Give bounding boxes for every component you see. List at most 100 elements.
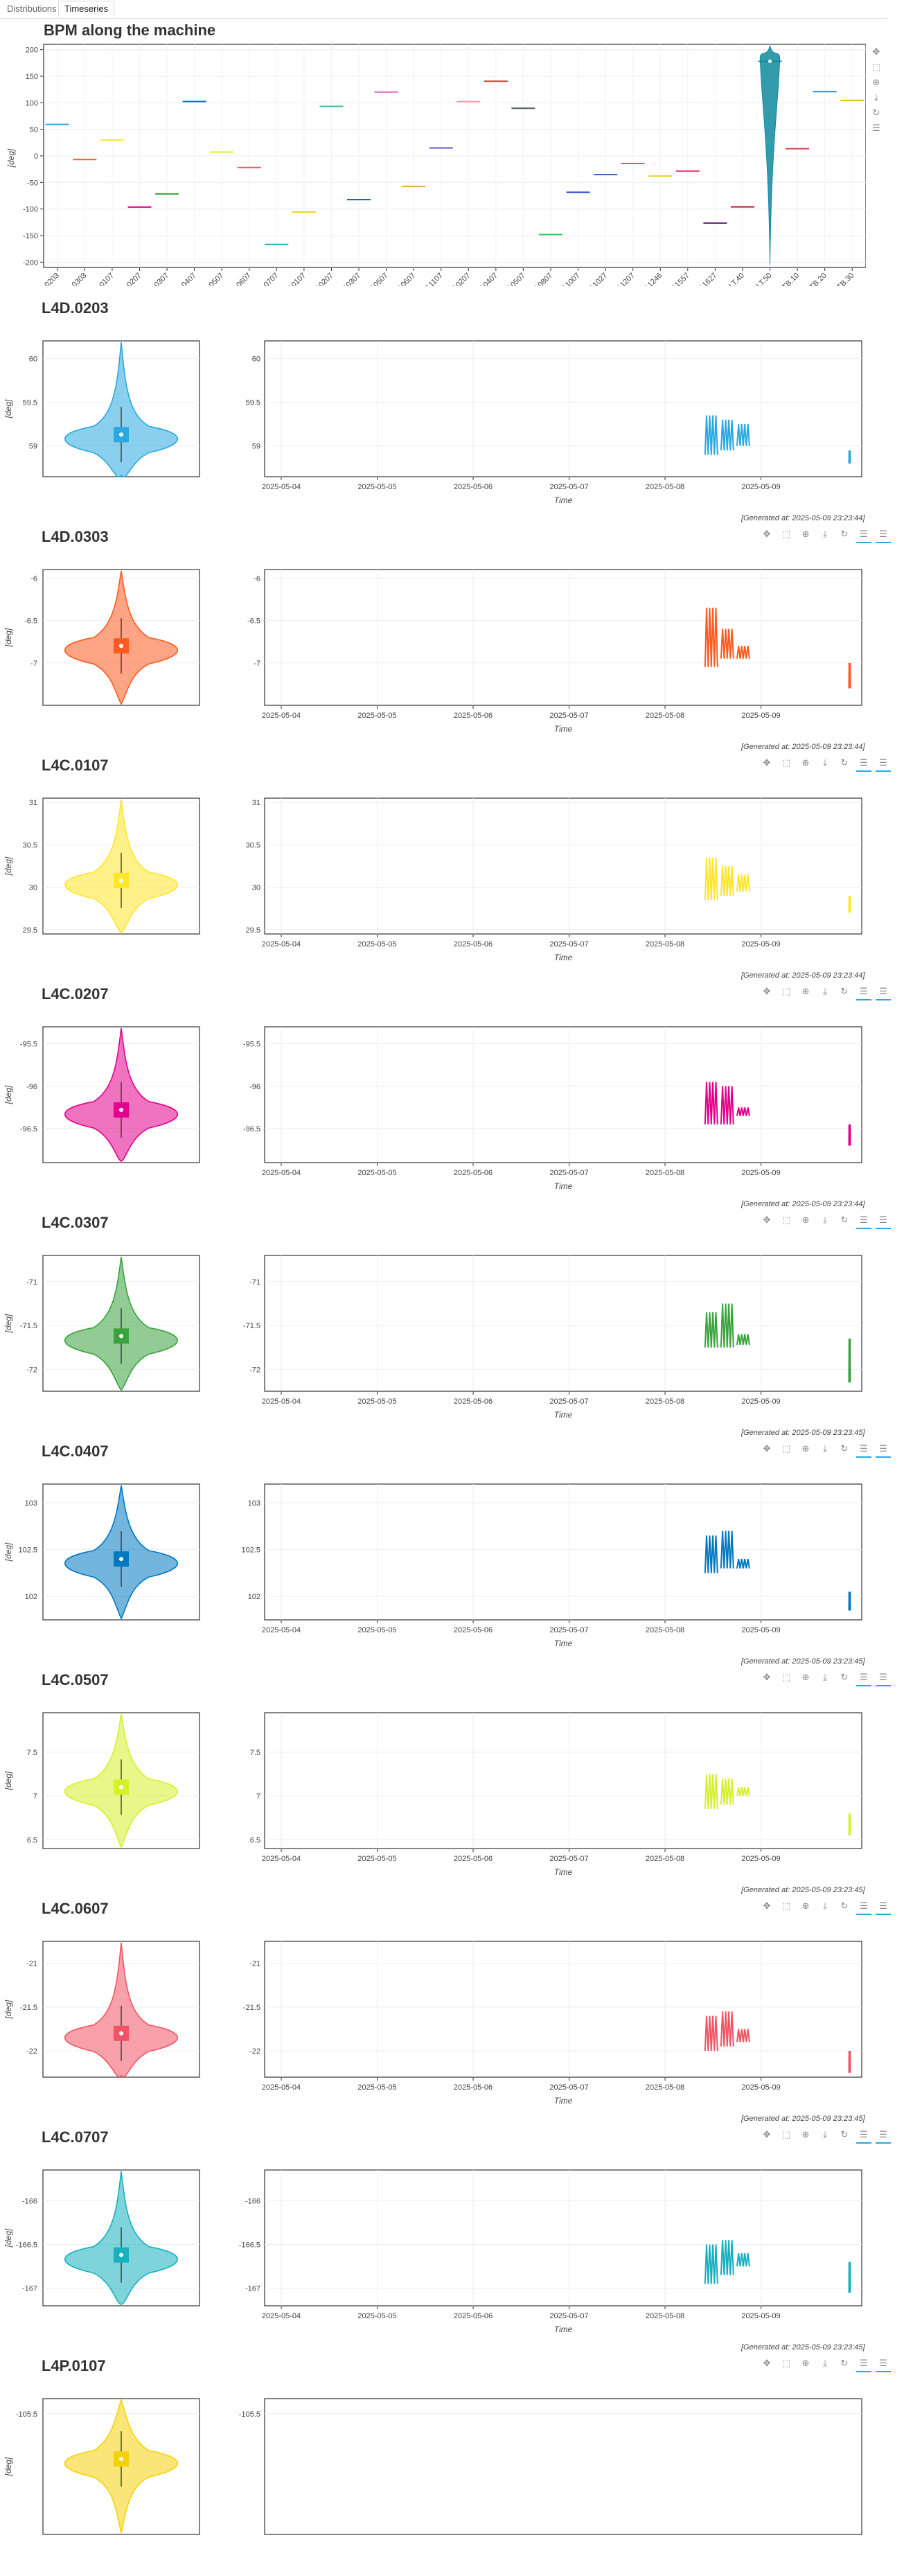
tap-icon[interactable]: ☰ xyxy=(876,755,891,772)
pan-icon[interactable]: ✥ xyxy=(763,2129,771,2140)
reset-icon[interactable]: ↻ xyxy=(840,2129,849,2140)
pan-icon[interactable]: ✥ xyxy=(763,1900,771,1911)
box-zoom-icon[interactable]: ⬚ xyxy=(781,1215,791,1225)
tap-icon[interactable]: ☰ xyxy=(876,1898,891,1915)
box-zoom-icon[interactable]: ⬚ xyxy=(781,1672,791,1682)
hover-icon[interactable]: ☰ xyxy=(856,527,871,543)
wheel-zoom-icon[interactable]: ⊕ xyxy=(801,2358,810,2368)
hover-icon[interactable]: ☰ xyxy=(856,984,871,1000)
reset-icon[interactable]: ↻ xyxy=(840,986,849,996)
timeseries-xlabel: Time xyxy=(554,1639,573,1648)
save-icon[interactable]: ⤓ xyxy=(823,2129,827,2140)
timeseries-ytick-label: -71 xyxy=(249,1278,260,1287)
pan-icon[interactable]: ✥ xyxy=(763,986,771,996)
overview-xticks: L4D.0203L4D.0303L4C.0107L4C.0207L4C.0307… xyxy=(32,267,856,286)
xtick-label: L4C.0707 xyxy=(251,272,280,286)
wheel-zoom-icon[interactable]: ⊕ xyxy=(801,2129,810,2140)
pan-icon[interactable]: ✥ xyxy=(763,2358,771,2368)
tap-icon[interactable]: ☰ xyxy=(876,1670,891,1686)
tap-icon[interactable]: ☰ xyxy=(876,1441,891,1458)
tab-distributions[interactable]: Distributions xyxy=(7,3,57,14)
reset-icon[interactable]: ↻ xyxy=(840,1443,849,1454)
violin-ylabel: [deg] xyxy=(3,1314,13,1333)
timeseries-line xyxy=(848,450,851,464)
violin-ytick-label: 6.5 xyxy=(27,1836,37,1844)
save-icon[interactable]: ⤓ xyxy=(823,1672,827,1682)
timeseries-ytick-label: 31 xyxy=(252,799,260,807)
reset-icon[interactable]: ↻ xyxy=(840,529,849,539)
box-zoom-icon[interactable]: ⬚ xyxy=(781,529,791,539)
reset-icon[interactable]: ↻ xyxy=(840,1672,849,1682)
tap-icon[interactable]: ☰ xyxy=(876,527,891,543)
timeseries-xlabel: Time xyxy=(554,2324,573,2334)
panel-title: L4C.0107 xyxy=(42,757,109,774)
wheel-zoom-icon[interactable]: ⊕ xyxy=(801,757,810,768)
tap-icon[interactable]: ☰ xyxy=(876,1212,891,1229)
timeseries-xtick-label: 2025-05-05 xyxy=(357,1169,396,1177)
reset-icon[interactable]: ↻ xyxy=(840,2358,849,2368)
save-icon[interactable]: ⤓ xyxy=(823,1215,827,1225)
timeseries-frame xyxy=(264,1483,862,1621)
timeseries-ytick-label: -72 xyxy=(249,1366,260,1374)
box-zoom-icon[interactable]: ⬚ xyxy=(781,1443,791,1454)
timeseries-frame xyxy=(264,1941,862,2078)
box-zoom-icon[interactable]: ⬚ xyxy=(781,986,791,996)
wheel-zoom-icon[interactable]: ⊕ xyxy=(801,1215,810,1225)
timeseries-ytick-label: 7 xyxy=(256,1792,260,1801)
wheel-zoom-icon[interactable]: ⊕ xyxy=(801,986,810,996)
box-zoom-icon[interactable]: ⬚ xyxy=(781,757,791,768)
wheel-zoom-icon[interactable]: ⊕ xyxy=(801,1672,810,1682)
hover-icon[interactable]: ☰ xyxy=(856,755,871,772)
save-icon[interactable]: ⤓ xyxy=(823,529,827,539)
tap-icon[interactable]: ☰ xyxy=(876,984,891,1000)
save-icon[interactable]: ⤓ xyxy=(874,92,878,103)
reset-icon[interactable]: ↻ xyxy=(840,1900,849,1911)
box-zoom-icon[interactable]: ⬚ xyxy=(871,62,881,72)
hover-icon[interactable]: ☰ xyxy=(856,1441,871,1458)
timeseries-xtick-label: 2025-05-05 xyxy=(357,483,396,491)
save-icon[interactable]: ⤓ xyxy=(823,1900,827,1911)
pan-icon[interactable]: ✥ xyxy=(763,1215,771,1225)
save-icon[interactable]: ⤓ xyxy=(823,757,827,768)
hover-icon[interactable]: ☰ xyxy=(856,2127,871,2144)
reset-icon[interactable]: ↻ xyxy=(840,757,849,768)
box-zoom-icon[interactable]: ⬚ xyxy=(781,1900,791,1911)
generated-timestamp: [Generated at: 2025-05-09 23:23:44] xyxy=(741,514,865,522)
violin-ytick-label: 102 xyxy=(25,1593,37,1601)
wheel-zoom-icon[interactable]: ⊕ xyxy=(872,77,880,87)
timeseries-xtick-label: 2025-05-06 xyxy=(454,1169,493,1177)
hover-icon[interactable]: ☰ xyxy=(856,2356,871,2372)
box-zoom-icon[interactable]: ⬚ xyxy=(781,2129,791,2140)
box-zoom-icon[interactable]: ⬚ xyxy=(781,2358,791,2368)
tap-icon[interactable]: ☰ xyxy=(876,2356,891,2372)
pan-icon[interactable]: ✥ xyxy=(763,1672,771,1682)
reset-icon[interactable]: ↻ xyxy=(872,107,880,118)
timeseries-line xyxy=(704,1774,718,1810)
save-icon[interactable]: ⤓ xyxy=(823,986,827,996)
save-icon[interactable]: ⤓ xyxy=(823,1443,827,1454)
timeseries-ytick-label: -21.5 xyxy=(243,2004,260,2012)
save-icon[interactable]: ⤓ xyxy=(823,2358,827,2368)
violin-ytick-label: 29.5 xyxy=(23,926,37,935)
timeseries-ytick-label: -7 xyxy=(254,660,260,668)
reset-icon[interactable]: ↻ xyxy=(840,1215,849,1225)
pan-icon[interactable]: ✥ xyxy=(872,46,880,57)
hover-icon[interactable]: ☰ xyxy=(872,123,880,133)
violin-shape xyxy=(759,45,781,265)
violin-ytick-label: -167 xyxy=(22,2285,37,2293)
hover-icon[interactable]: ☰ xyxy=(856,1670,871,1686)
timeseries-line xyxy=(736,874,750,892)
tab-timeseries[interactable]: Timeseries xyxy=(58,1,115,17)
tap-icon[interactable]: ☰ xyxy=(876,2127,891,2144)
wheel-zoom-icon[interactable]: ⊕ xyxy=(801,1900,810,1911)
pan-icon[interactable]: ✥ xyxy=(763,757,771,768)
wheel-zoom-icon[interactable]: ⊕ xyxy=(801,529,810,539)
panel-l4c-0307: L4C.0307 -71 -71.5 -72 [deg] -71 -71.5 -72 2025-… xyxy=(3,1214,862,1420)
hover-icon[interactable]: ☰ xyxy=(856,1898,871,1915)
pan-icon[interactable]: ✥ xyxy=(763,529,771,539)
pan-icon[interactable]: ✥ xyxy=(763,1443,771,1454)
timeseries-xlabel: Time xyxy=(554,953,573,962)
xtick-label: L4C.0507 xyxy=(196,272,225,286)
wheel-zoom-icon[interactable]: ⊕ xyxy=(801,1443,810,1454)
hover-icon[interactable]: ☰ xyxy=(856,1212,871,1229)
